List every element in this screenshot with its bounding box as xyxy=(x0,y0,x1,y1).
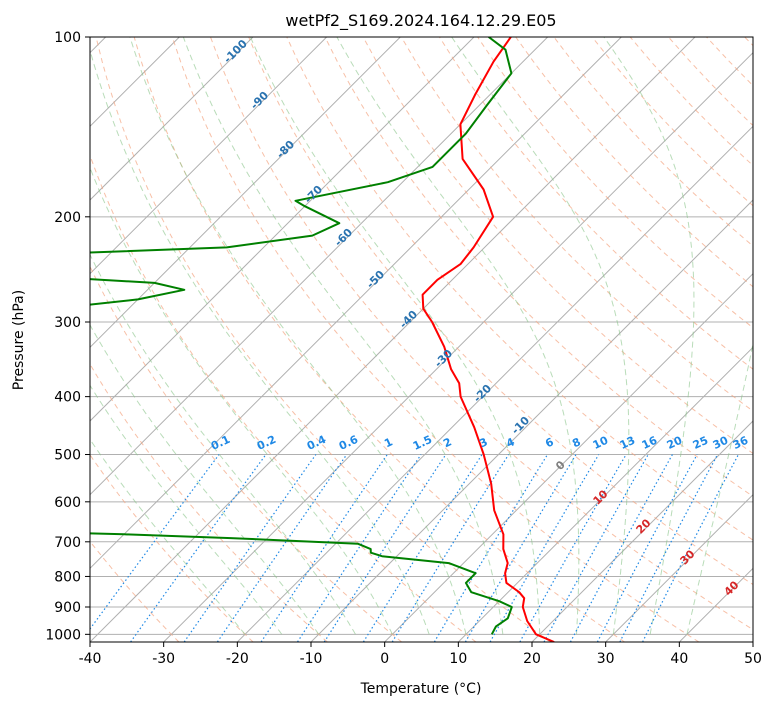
x-tick-label: 10 xyxy=(449,651,467,667)
isotherm-gridline xyxy=(236,125,753,642)
mixing-ratio-label: 16 xyxy=(640,434,660,452)
isotherm-gridline xyxy=(531,420,753,642)
dry-adiabat xyxy=(324,37,753,498)
mixing-ratio-line xyxy=(433,454,549,642)
isotherm-gridline xyxy=(310,199,753,642)
dry-adiabat xyxy=(90,153,477,642)
dry-adiabat xyxy=(248,37,753,586)
mixing-ratio-line xyxy=(569,454,673,642)
x-tick-label: -30 xyxy=(152,651,175,667)
y-tick-label: 200 xyxy=(54,210,81,226)
mixing-ratio-line xyxy=(216,454,348,642)
mixing-ratio-label: 36 xyxy=(731,434,751,452)
moist-adiabat xyxy=(90,253,356,635)
isotherm-gridline xyxy=(90,37,401,349)
mixing-ratio-line xyxy=(519,454,627,642)
dry-adiabat xyxy=(400,37,753,412)
dry-adiabat xyxy=(95,37,551,642)
isotherm-gridline xyxy=(90,37,328,275)
x-tick-label: 50 xyxy=(744,651,762,667)
dry-adiabat xyxy=(133,37,625,642)
y-tick-label: 600 xyxy=(54,495,81,511)
mixing-ratio-line xyxy=(130,454,267,642)
y-tick-label: 800 xyxy=(54,569,81,585)
isotherm-gridline xyxy=(163,51,753,642)
moist-adiabat xyxy=(90,48,430,635)
moist-adiabat xyxy=(90,384,283,635)
x-tick-label: -10 xyxy=(300,651,323,667)
mixing-ratio-line xyxy=(489,454,600,642)
dewpoint-profile-line xyxy=(90,37,513,635)
dry-adiabat xyxy=(210,37,753,631)
isotherm-gridline xyxy=(90,37,254,201)
dry-adiabat xyxy=(171,37,700,642)
x-tick-label: 30 xyxy=(597,651,615,667)
dry-adiabat xyxy=(90,453,254,642)
moist-adiabat xyxy=(182,37,504,635)
y-tick-label: 500 xyxy=(54,448,81,464)
x-tick-label: 20 xyxy=(523,651,541,667)
mixing-ratio-line xyxy=(296,454,422,642)
y-tick-label: 1000 xyxy=(45,627,81,643)
mixing-ratio-label: 13 xyxy=(618,434,637,452)
moist-adiabat xyxy=(90,438,246,635)
dry-adiabat xyxy=(90,363,328,642)
x-tick-label: -20 xyxy=(226,651,249,667)
moist-adiabat xyxy=(90,324,320,635)
x-tick-label: -40 xyxy=(79,651,102,667)
mixing-ratio-line xyxy=(596,454,698,642)
moist-adiabat xyxy=(249,37,541,635)
mixing-ratio-label: 25 xyxy=(691,434,710,452)
moist-adiabat xyxy=(336,37,580,635)
mixing-ratio-line xyxy=(260,454,388,642)
y-tick-label: 100 xyxy=(54,30,81,46)
isotherm-gridline xyxy=(605,493,753,642)
mixing-ratio-line xyxy=(183,454,317,642)
dry-adiabat xyxy=(90,540,180,642)
moist-adiabat xyxy=(451,37,630,635)
isotherm-gridline xyxy=(384,272,753,642)
isotherm-gridline xyxy=(457,346,753,642)
y-tick-label: 400 xyxy=(54,390,81,406)
moist-adiabat xyxy=(686,341,753,635)
dry-adiabat xyxy=(515,37,753,288)
isotherm-gridline xyxy=(90,37,549,496)
mixing-ratio-line xyxy=(90,454,220,630)
y-axis-label: Pressure (hPa) xyxy=(11,290,27,390)
isotherm-gridline xyxy=(90,37,622,570)
y-tick-label: 700 xyxy=(54,535,81,551)
mixing-ratio-label: 20 xyxy=(665,434,685,452)
x-tick-label: 40 xyxy=(670,651,688,667)
moist-adiabat xyxy=(129,37,467,635)
mixing-ratio-line xyxy=(323,454,447,642)
moist-adiabat xyxy=(603,37,695,635)
plot-frame xyxy=(89,36,754,643)
mixing-ratio-label: 30 xyxy=(711,434,731,452)
y-tick-label: 900 xyxy=(54,600,81,616)
y-tick-label: 300 xyxy=(54,315,81,331)
mixing-ratio-label: 10 xyxy=(591,434,611,452)
isotherm-gridline xyxy=(90,37,696,642)
x-axis-label: Temperature (°C) xyxy=(360,681,482,697)
mixing-ratio-line xyxy=(464,454,577,642)
dry-adiabat xyxy=(362,37,753,455)
isotherm-gridline xyxy=(90,37,475,422)
chart-title: wetPf2_S169.2024.164.12.29.E05 xyxy=(285,11,556,31)
x-tick-label: 0 xyxy=(380,651,389,667)
temperature-profile-line xyxy=(421,37,555,642)
